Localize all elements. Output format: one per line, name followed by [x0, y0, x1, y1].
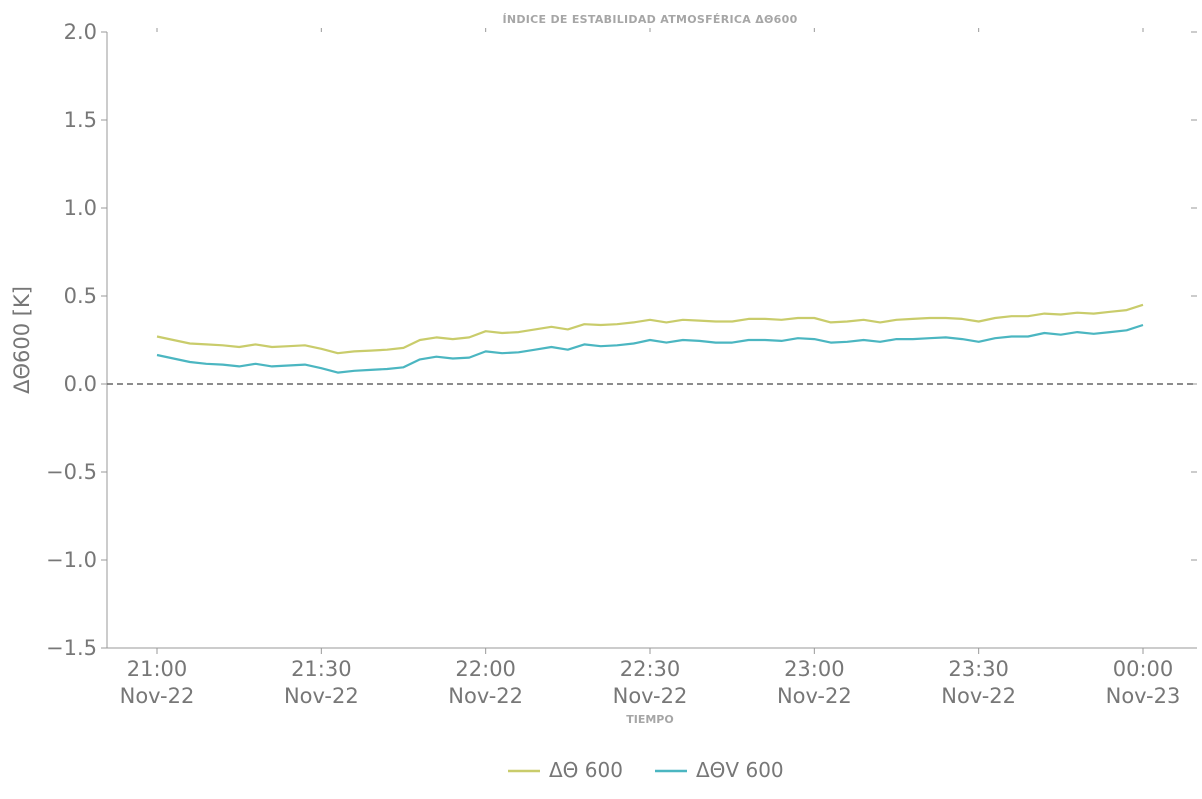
- x-tick-label-time: 21:30: [291, 657, 352, 681]
- y-tick-label: −1.5: [46, 636, 97, 660]
- legend: ΔΘ 600 ΔΘV 600: [508, 758, 784, 782]
- x-tick-label-date: Nov-22: [120, 684, 195, 708]
- y-axis-label: ΔΘ600 [K]: [10, 286, 34, 394]
- series-line-delta-theta: [156, 303, 1144, 355]
- y-tick-label: −1.0: [46, 548, 97, 572]
- y-tick-label: 0.5: [64, 284, 97, 308]
- x-tick-label-time: 00:00: [1113, 657, 1174, 681]
- y-tick-label: 0.0: [64, 372, 97, 396]
- x-tick-label-date: Nov-22: [941, 684, 1016, 708]
- x-tick-label-time: 21:00: [127, 657, 188, 681]
- x-tick-label-time: 23:30: [948, 657, 1009, 681]
- x-ticks: 21:00 Nov-22 21:30 Nov-22 22:00 Nov-22 22:30 No…: [120, 28, 1181, 708]
- x-tick-label-time: 22:00: [455, 657, 516, 681]
- legend-label: ΔΘ 600: [549, 758, 623, 782]
- chart-title: ÍNDICE DE ESTABILIDAD ATMOSFÉRICA ΔΘ600: [502, 13, 797, 26]
- legend-label: ΔΘV 600: [696, 758, 784, 782]
- x-tick-label-time: 22:30: [620, 657, 681, 681]
- y-tick-label: 2.0: [64, 20, 97, 44]
- x-tick-label-date: Nov-22: [777, 684, 852, 708]
- x-tick-label-date: Nov-22: [448, 684, 523, 708]
- series-line-delta-theta-v: [156, 323, 1144, 374]
- x-tick-label-date: Nov-22: [284, 684, 359, 708]
- y-ticks: 2.0 1.5 1.0 0.5 0.0 −0.5 −1.0 −1.5: [46, 20, 1197, 660]
- series-layer: [156, 303, 1144, 374]
- x-tick-label-date: Nov-23: [1106, 684, 1181, 708]
- y-tick-label: −0.5: [46, 460, 97, 484]
- x-tick-label-time: 23:00: [784, 657, 845, 681]
- x-axis-label: TIEMPO: [626, 713, 673, 726]
- y-tick-label: 1.5: [64, 108, 97, 132]
- x-tick-label-date: Nov-22: [613, 684, 688, 708]
- y-tick-label: 1.0: [64, 196, 97, 220]
- axes: [106, 32, 1197, 649]
